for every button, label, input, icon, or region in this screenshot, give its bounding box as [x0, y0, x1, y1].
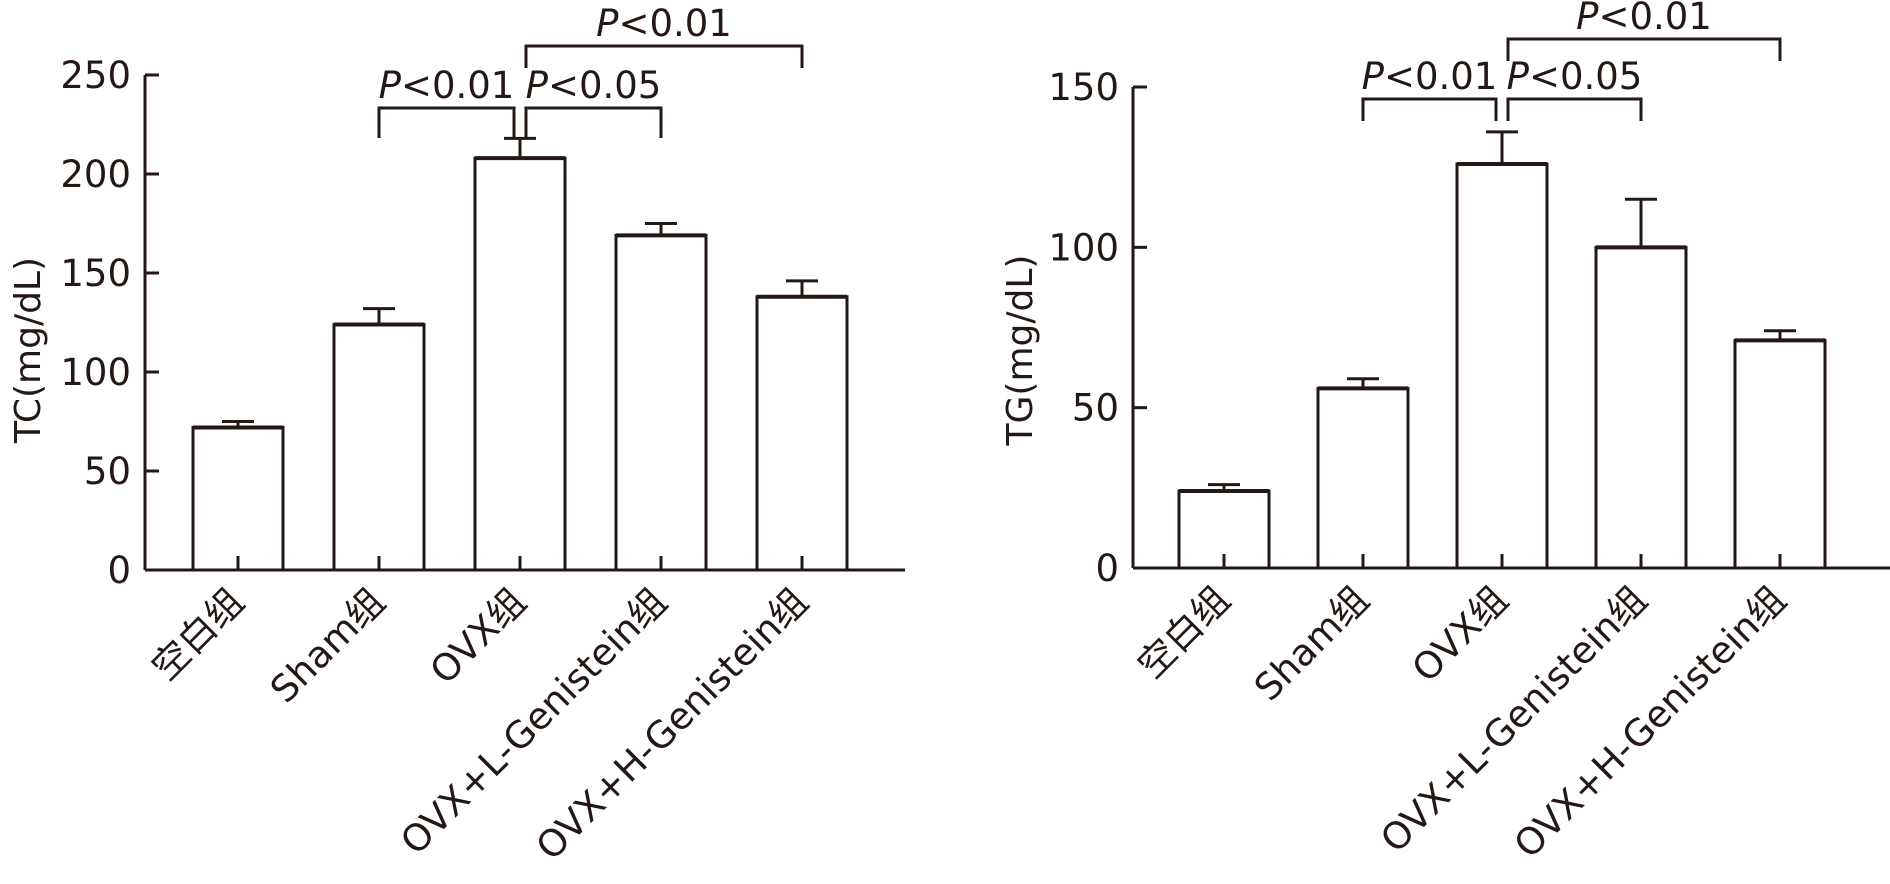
- x-category-label: OVX+H-Genistein组: [1506, 578, 1795, 867]
- bar: [332, 322, 426, 572]
- significance-label: P<0.01: [596, 2, 732, 45]
- y-axis-title: TG(mg/dL): [1000, 255, 1041, 447]
- y-axis-title: TC(mg/dL): [8, 257, 49, 444]
- y-tick-label: 0: [107, 549, 131, 592]
- bar: [1594, 245, 1688, 570]
- p-symbol: P: [596, 2, 619, 45]
- significance-label: P<0.05: [1507, 55, 1643, 98]
- y-tick-label: 0: [1095, 547, 1119, 590]
- significance-label: P<0.01: [379, 64, 515, 107]
- bar: [755, 295, 849, 572]
- y-tick-label: 250: [60, 54, 131, 97]
- y-tick-label: 200: [60, 153, 131, 196]
- significance-bracket: [524, 44, 804, 68]
- p-threshold: <0.01: [618, 2, 731, 45]
- bar: [1455, 162, 1549, 570]
- p-threshold: <0.01: [1384, 55, 1497, 98]
- p-symbol: P: [379, 64, 402, 107]
- y-tick-label: 150: [60, 252, 131, 295]
- p-symbol: P: [1507, 55, 1530, 98]
- p-threshold: <0.01: [401, 64, 514, 107]
- p-threshold: <0.01: [1598, 0, 1711, 38]
- x-category-label: 空白组: [143, 580, 252, 689]
- y-tick-label: 100: [60, 351, 131, 394]
- significance-bracket: [1506, 37, 1782, 61]
- p-symbol: P: [526, 64, 549, 107]
- p-symbol: P: [1362, 55, 1385, 98]
- bar: [473, 156, 567, 572]
- bar: [1733, 338, 1827, 570]
- x-category-label: OVX+H-Genistein组: [528, 580, 817, 869]
- significance-bracket: [377, 106, 516, 138]
- x-category-label: OVX组: [422, 580, 535, 693]
- y-tick-label: 50: [1072, 387, 1119, 430]
- bar: [614, 233, 708, 572]
- y-tick-label: 50: [84, 450, 131, 493]
- y-tick-label: 100: [1048, 226, 1119, 269]
- significance-bracket: [1506, 97, 1643, 121]
- bar: [191, 425, 285, 572]
- y-tick-label: 150: [1048, 66, 1119, 109]
- p-threshold: <0.05: [548, 64, 661, 107]
- x-category-label: Sham组: [262, 580, 393, 711]
- significance-bracket: [1361, 97, 1498, 121]
- x-category-label: 空白组: [1129, 578, 1238, 687]
- x-category-label: Sham组: [1246, 578, 1377, 709]
- significance-label: P<0.01: [1362, 55, 1498, 98]
- x-category-label: OVX组: [1404, 578, 1517, 691]
- significance-bracket: [524, 106, 663, 138]
- chart-panel-1: 0 50 100 150 200 250 TC(mg/dL) 空白组 Sham组 OVX组OVX+…: [8, 2, 905, 869]
- x-category-label: OVX+L-Genistein组: [392, 580, 675, 863]
- p-threshold: <0.05: [1529, 55, 1642, 98]
- p-symbol: P: [1576, 0, 1599, 38]
- x-category-label: OVX+L-Genistein组: [1372, 578, 1655, 861]
- significance-label: P<0.05: [526, 64, 662, 107]
- significance-label: P<0.01: [1576, 0, 1712, 38]
- bar: [1316, 386, 1410, 570]
- chart-panel-2: 0 50 100 150 TG(mg/dL) 空白组 Sham组 OVX组OVX+L-Geni…: [1000, 0, 1890, 867]
